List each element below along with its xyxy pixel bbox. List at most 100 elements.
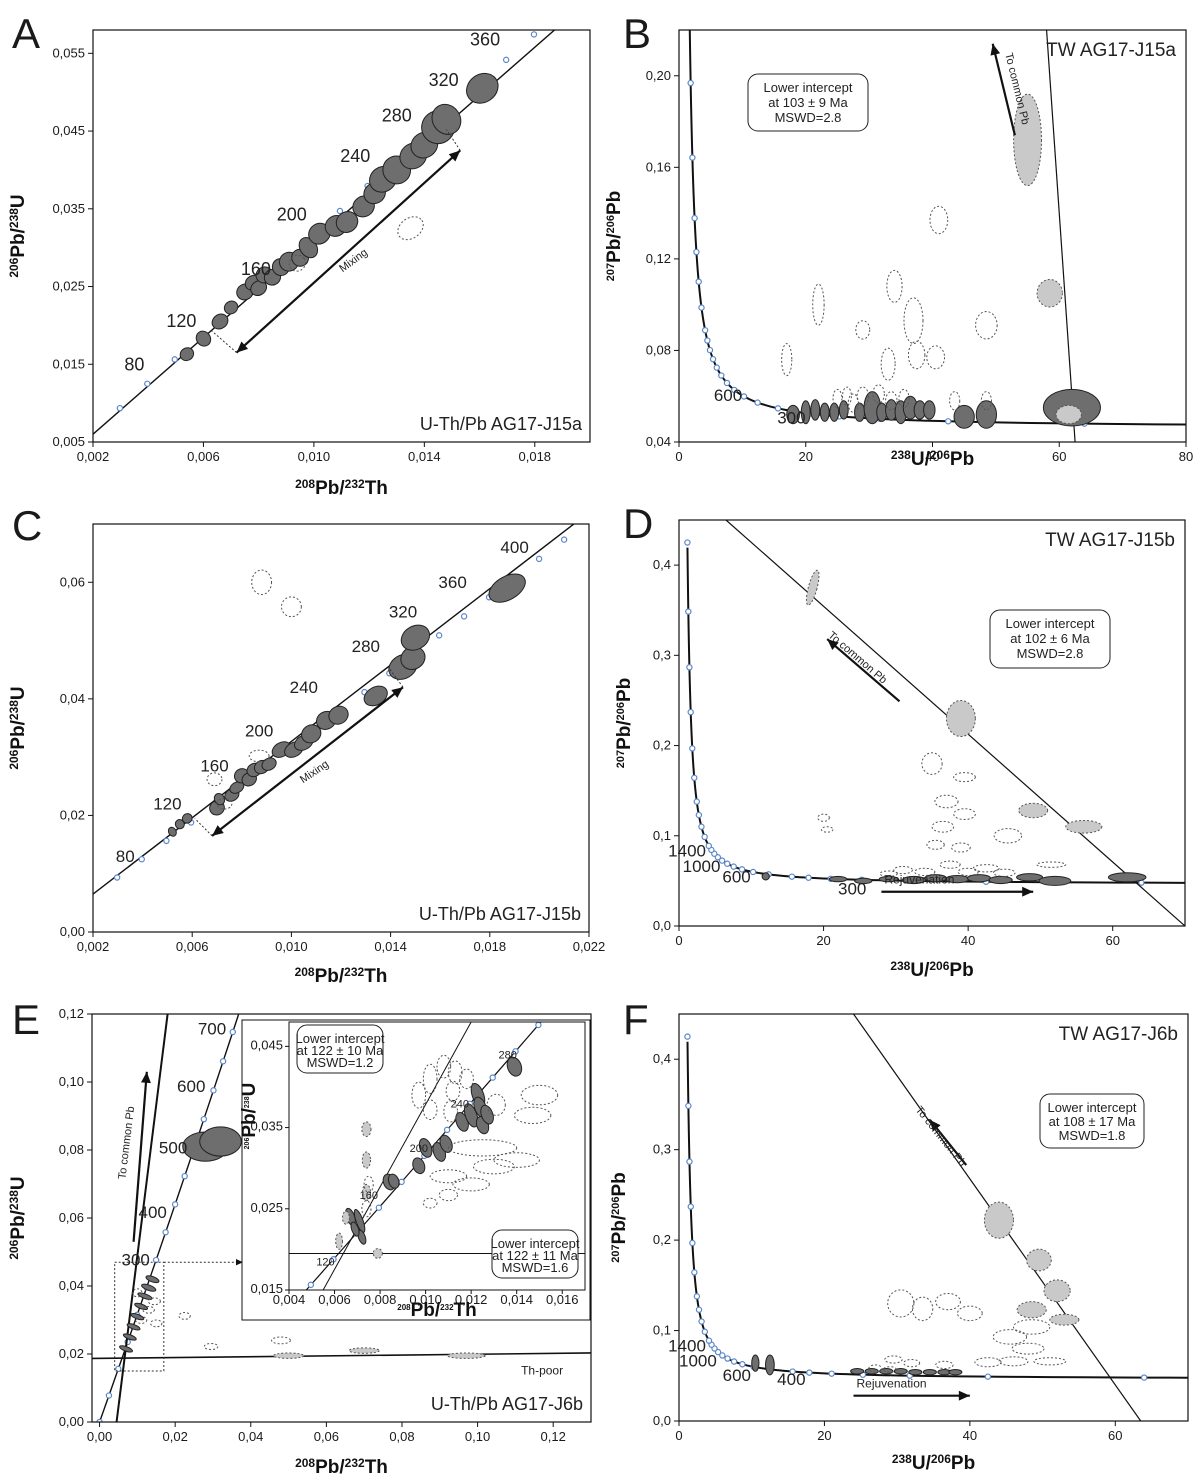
axis-label-part: U/ [912,1453,932,1474]
x-tick-label: 0,010 [298,449,331,464]
y-tick-label: 0,045 [52,123,85,138]
data-ellipse [893,1368,908,1375]
dashed-ellipse [951,842,971,853]
dashed-ellipse [921,752,943,775]
age-node [984,1373,992,1380]
axis-label-part: 208 [295,1456,315,1470]
age-node [116,404,124,412]
age-node [113,874,121,881]
dashed-ellipse [868,1364,883,1373]
dashed-ellipse [216,798,233,810]
axis-label-part: 238 [7,700,21,720]
data-ellipse [819,402,830,422]
mixing-label: Mixing [337,247,370,275]
data-ellipse [828,875,848,883]
grey-ellipse [361,1151,372,1169]
intercept-text: at 122 ± 11 Ma [492,1248,578,1263]
dashed-ellipse [872,384,885,404]
intercept-box [747,73,869,132]
intercept-text: Lower intercept [1048,1100,1137,1115]
dashed-ellipse [817,813,830,822]
age-node [739,1361,746,1368]
plot-frame [678,1013,1189,1422]
dotted-tie [446,129,461,151]
dashed-ellipse [953,808,976,821]
y-tick-label: 0,02 [59,1346,84,1361]
age-node [698,1318,705,1325]
x-axis-label: 208Pb/232Th [295,477,388,499]
axis-label-part: 208 [397,1303,411,1312]
age-label: 200 [245,722,273,741]
dashed-ellipse [361,1200,372,1218]
axis-label-part: Pb/ [8,719,29,749]
dashed-ellipse [411,1081,427,1109]
dashed-ellipse [134,1316,148,1324]
grey-ellipse [1018,802,1049,819]
dashed-ellipse [879,870,898,877]
age-node [96,1418,103,1422]
rejuvenation-label: Rejuvenation [857,1377,927,1391]
th-poor-label: Th-poor [521,1363,563,1377]
y-tick-label: 0,1 [653,828,671,843]
data-ellipse [412,1157,426,1175]
x-tick-label: 60 [1052,449,1066,464]
dashed-ellipse [886,269,903,303]
age-node [687,79,694,87]
age-label: 240 [340,146,370,166]
age-label: 300 [838,879,866,898]
dashed-ellipse [926,345,946,370]
dashed-ellipse [178,1312,191,1320]
inset-y-axis-label: 206Pb/238U [239,1083,260,1150]
arrow-head [212,825,224,836]
age-node [723,379,731,387]
axis-label-part: Th [454,1300,477,1321]
x-tick-label: 20 [799,449,813,464]
dashed-ellipse [422,1063,438,1094]
y-tick-label: 0,16 [646,159,671,174]
age-node [740,393,748,400]
age-node [731,386,738,394]
panel-d: DTo common PbRejuvenation14001000600300T… [614,500,1186,981]
data-ellipse [130,1312,145,1321]
axis-label-part: U/ [910,960,930,981]
inset-x-tick-label: 0,016 [546,1292,579,1307]
data-ellipse [1107,872,1147,883]
data-ellipse [179,347,195,362]
data-ellipse [141,1283,157,1292]
inset-y-tick-label: 0,035 [250,1119,283,1134]
y-axis-label: 207Pb/206Pb [614,678,635,769]
y-tick-label: 0,20 [646,68,671,83]
dashed-ellipse [1033,1357,1067,1366]
age-label: 240 [290,678,318,697]
x-tick-label: 0,018 [474,939,507,954]
axis-label-part: 238 [244,1096,251,1108]
arrow-head [236,341,249,353]
axis-label-part: 206 [605,215,617,233]
age-label: 400 [138,1203,166,1222]
age-node [689,745,696,752]
age-node [689,1239,696,1247]
axis-label-part: Pb/ [315,966,345,987]
age-node [701,1328,709,1335]
age-node [686,664,693,671]
age-node [105,1392,113,1399]
age-node [398,1178,405,1186]
y-tick-label: 0,015 [52,356,85,371]
grey-ellipse [805,569,820,606]
age-node [698,304,705,311]
axis-label-part: 208 [295,477,315,491]
axis-label-part: Pb [604,191,625,215]
mixing-arrow [235,149,461,354]
y-axis-label: 207Pb/206Pb [609,1172,630,1263]
grey-ellipse [1043,1279,1071,1303]
inset-age-label: 160 [360,1190,378,1202]
y-tick-label: 0,4 [653,557,671,572]
panel-letter: E [12,996,40,1043]
dashed-ellipse [931,820,955,833]
age-label: 600 [714,386,742,405]
dashed-ellipse [998,1356,1029,1367]
intercept-text: Lower intercept [764,80,853,95]
x-tick-label: 0,06 [314,1429,339,1444]
y-tick-label: 0,04 [646,434,671,449]
dashed-ellipse [513,1106,552,1125]
